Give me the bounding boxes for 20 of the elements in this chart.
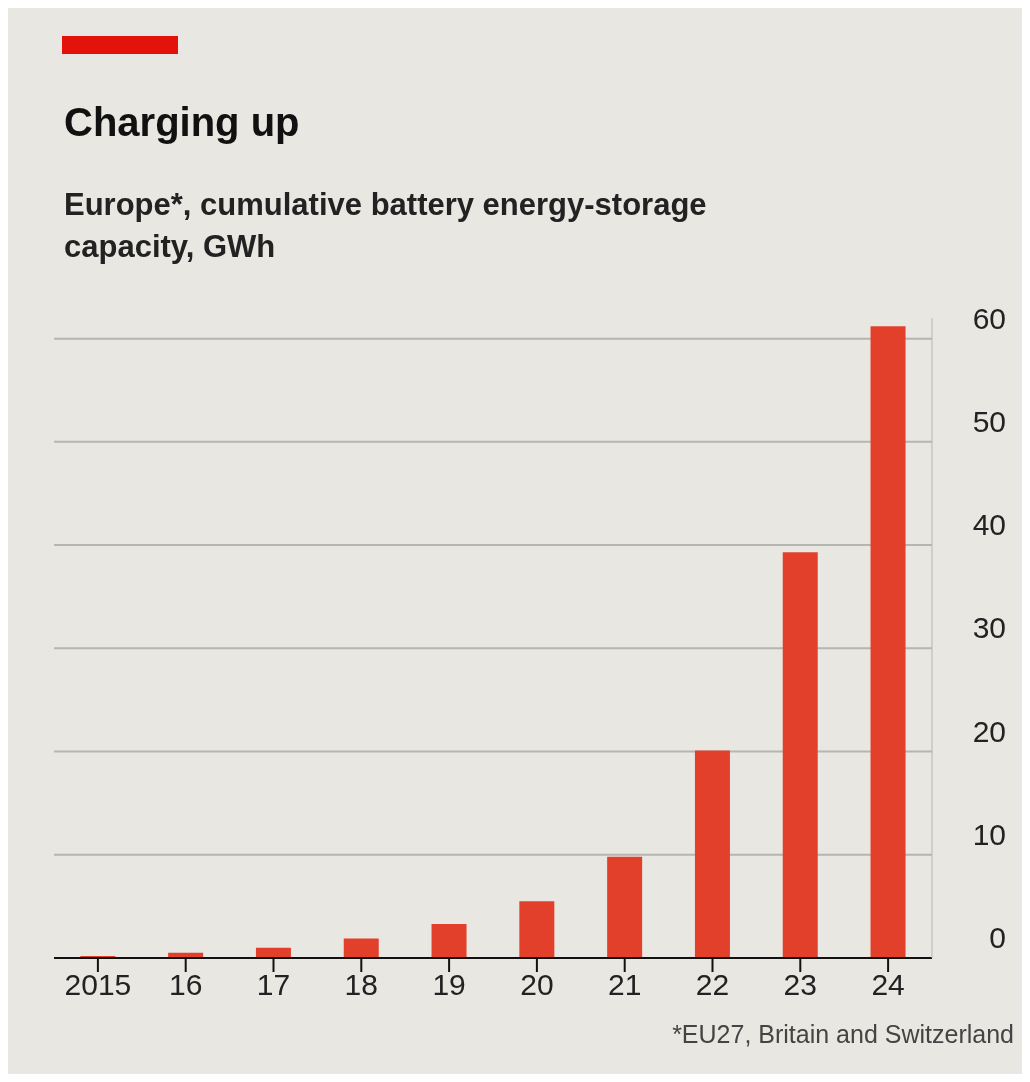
x-tick-label: 2015 [64,968,132,1002]
x-tick-label: 17 [256,968,291,1002]
y-tick-label: 30 [972,611,1006,645]
x-tick-label: 22 [695,968,730,1002]
x-tick-label: 20 [520,968,554,1002]
y-tick-label: 40 [972,508,1006,542]
x-tick-label: 16 [169,968,203,1002]
x-tick-label: 18 [344,968,378,1002]
x-tick-label: 23 [783,968,817,1002]
y-tick-label: 20 [972,714,1006,748]
x-tick-label: 24 [871,968,905,1002]
y-tick-label: 60 [972,301,1006,335]
text: *EU27, Britain and Switzerland [672,1020,1014,1049]
y-tick-label: 0 [989,921,1006,954]
chart-title: Charging up [64,100,300,145]
y-tick-label: 50 [972,404,1006,438]
x-tick-label: 19 [432,968,466,1002]
y-tick-label: 10 [972,817,1006,851]
chart-subtitle: Europe*, cumulative battery energy-storage capacity, GWh [64,186,708,266]
x-tick-label: 21 [608,968,642,1002]
